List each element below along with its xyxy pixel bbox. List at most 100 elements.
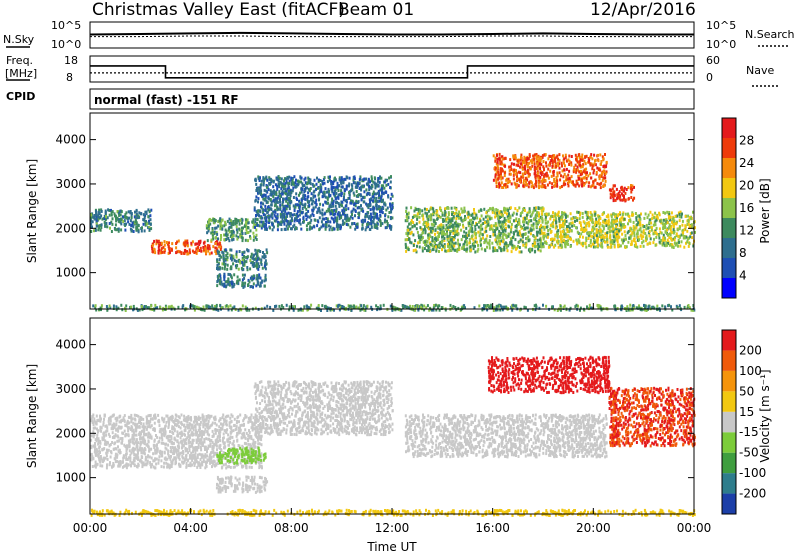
power-cell xyxy=(427,233,430,237)
power-cell xyxy=(320,187,323,191)
power-cell xyxy=(595,228,598,232)
power-cell xyxy=(390,207,392,211)
power-cell xyxy=(502,157,505,161)
power-cell xyxy=(94,305,97,309)
power-cell xyxy=(252,254,255,258)
power-cell xyxy=(449,245,452,249)
power-cell xyxy=(499,304,502,308)
power-cell xyxy=(119,209,122,213)
power-cell xyxy=(273,213,276,217)
power-cell xyxy=(504,156,507,160)
power-cell xyxy=(578,184,581,188)
power-cell xyxy=(266,251,269,255)
power-cell xyxy=(272,308,275,312)
power-cell xyxy=(613,238,616,242)
power-cell xyxy=(589,238,592,242)
power-cell xyxy=(454,306,457,309)
power-cell xyxy=(300,211,303,215)
power-cell xyxy=(338,211,341,215)
power-cell xyxy=(590,306,593,310)
power-cell xyxy=(186,242,189,246)
power-cell xyxy=(342,222,344,226)
power-cell xyxy=(581,184,584,188)
power-cell xyxy=(494,156,497,160)
power-cell xyxy=(275,177,278,181)
power-cell xyxy=(330,212,332,216)
power-cell xyxy=(100,209,103,213)
power-cell xyxy=(522,220,524,224)
power-cell xyxy=(258,265,261,268)
power-cell xyxy=(193,251,196,254)
power-cell xyxy=(597,215,600,219)
power-cell xyxy=(552,218,555,222)
power-cell xyxy=(359,308,362,312)
power-cell xyxy=(410,206,413,210)
power-cell xyxy=(292,186,295,190)
power-cell xyxy=(549,217,552,221)
power-cell xyxy=(259,210,262,214)
power-cell xyxy=(538,245,541,249)
power-cell xyxy=(304,197,307,201)
power-cell xyxy=(270,200,273,204)
power-cell xyxy=(306,195,309,199)
power-cell xyxy=(488,227,491,231)
power-cell xyxy=(574,153,577,157)
power-cell xyxy=(480,214,483,218)
power-cell xyxy=(629,229,632,233)
power-cell xyxy=(578,160,581,164)
power-cell xyxy=(508,180,511,184)
power-cell xyxy=(586,221,589,225)
power-cell xyxy=(638,214,641,218)
power-cell xyxy=(232,237,235,241)
power-cell xyxy=(529,232,532,236)
power-cell xyxy=(485,225,488,229)
power-cell xyxy=(135,213,138,216)
power-cell xyxy=(483,230,486,234)
power-cell xyxy=(119,213,122,217)
power-cell xyxy=(303,203,306,207)
power-cell xyxy=(567,184,570,188)
power-cell xyxy=(110,213,113,217)
power-cell xyxy=(540,229,543,233)
power-cell xyxy=(261,221,264,225)
power-cell xyxy=(277,175,280,179)
power-cell xyxy=(599,221,602,225)
power-cell xyxy=(255,214,257,217)
power-cell xyxy=(498,157,500,161)
power-cell xyxy=(239,233,242,236)
power-cell xyxy=(384,218,387,222)
power-cell xyxy=(496,308,499,312)
power-cell xyxy=(671,220,673,224)
power-cell xyxy=(221,262,224,266)
power-cell xyxy=(557,239,560,243)
power-cell xyxy=(287,186,290,190)
power-cell xyxy=(297,214,300,218)
power-cell xyxy=(91,220,94,224)
power-cell xyxy=(454,230,457,234)
power-cell xyxy=(254,306,257,310)
power-cell xyxy=(619,218,621,222)
power-cell xyxy=(499,183,502,187)
power-cell xyxy=(285,204,288,208)
power-cell xyxy=(557,229,560,233)
power-cell xyxy=(334,186,337,190)
power-cell xyxy=(379,304,382,308)
power-cell xyxy=(660,238,663,242)
power-cell xyxy=(510,162,513,166)
power-cell xyxy=(550,215,552,219)
power-cell xyxy=(479,219,482,223)
power-cell xyxy=(391,216,394,220)
power-cell xyxy=(600,162,602,166)
power-cell xyxy=(537,245,540,249)
power-cell xyxy=(638,238,640,242)
power-cell xyxy=(680,240,683,244)
power-cell xyxy=(643,216,646,220)
power-cell xyxy=(485,211,488,215)
power-cell xyxy=(575,179,578,183)
power-cell xyxy=(358,178,361,182)
power-cell xyxy=(447,206,450,210)
power-cell xyxy=(418,220,421,224)
power-cell xyxy=(594,163,597,167)
power-cell xyxy=(222,282,224,286)
power-cell xyxy=(329,175,331,179)
